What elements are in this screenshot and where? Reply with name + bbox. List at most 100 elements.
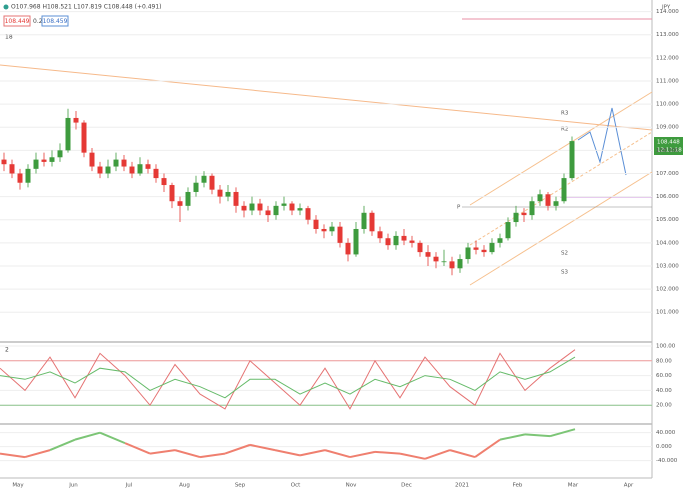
pivot-label: R3 xyxy=(561,111,569,117)
osc-segment xyxy=(249,443,276,452)
candle-body xyxy=(289,203,295,211)
candle-body xyxy=(89,152,95,167)
candle-body xyxy=(185,191,191,206)
osc-segment xyxy=(74,431,101,441)
y-tick-label: 107.000 xyxy=(656,171,679,177)
candle-body xyxy=(9,164,15,174)
candle-body xyxy=(33,159,39,169)
y-tick-label: 112.000 xyxy=(656,55,679,61)
x-tick-label: Dec xyxy=(401,483,412,489)
y-tick-label: 104.000 xyxy=(656,240,679,246)
x-tick-label: May xyxy=(12,483,24,489)
candle-body xyxy=(73,117,79,123)
candle-body xyxy=(457,259,463,269)
osc-segment xyxy=(174,449,201,459)
osc-segment xyxy=(474,438,501,458)
x-tick-label: Nov xyxy=(346,483,357,489)
y-tick-label: 103.000 xyxy=(656,263,679,269)
osc-segment xyxy=(99,431,126,445)
countdown: 12:11:18 xyxy=(657,148,682,154)
study-toggle[interactable]: 2 xyxy=(5,347,9,354)
y-tick-label: 113.000 xyxy=(656,32,679,38)
candle-body xyxy=(353,228,359,255)
candle-body xyxy=(521,212,527,216)
candle-body xyxy=(65,117,71,151)
candle-body xyxy=(193,182,199,192)
y-tick-label: 105.000 xyxy=(656,217,679,223)
candle-body xyxy=(345,242,351,255)
y-tick-label: 110.000 xyxy=(656,102,679,108)
x-tick-label: 2021 xyxy=(455,483,469,489)
candle-body xyxy=(481,249,487,253)
y-tick-label: 101.000 xyxy=(656,310,679,316)
candle-body xyxy=(497,238,503,243)
osc-segment xyxy=(0,452,26,459)
osc-segment xyxy=(524,433,551,438)
candle-body xyxy=(361,212,367,229)
candle-body xyxy=(561,178,567,202)
candle-body xyxy=(297,208,303,211)
y-tick-label: 40.000 xyxy=(656,430,676,436)
candle-body xyxy=(337,226,343,243)
y-tick-label: 100.00 xyxy=(656,344,676,350)
ohlc-header: O107.968 H108.521 L107.819 C108.448 (+0.… xyxy=(11,4,162,11)
spread: 0.2 xyxy=(33,18,43,25)
candle-body xyxy=(273,205,279,216)
osc-segment xyxy=(374,450,401,455)
candle-body xyxy=(257,203,263,211)
channel-line xyxy=(469,131,653,246)
x-tick-label: Oct xyxy=(291,483,301,489)
stoch-line xyxy=(0,356,576,399)
y-tick-label: 106.000 xyxy=(656,194,679,200)
candle-body xyxy=(57,150,63,158)
price-badge xyxy=(654,137,683,155)
candle-body xyxy=(505,222,511,239)
candle-body xyxy=(145,164,151,169)
osc-segment xyxy=(224,443,251,455)
pivot-label: R2 xyxy=(561,127,568,133)
candle-body xyxy=(401,235,407,241)
bid-box[interactable] xyxy=(3,15,31,27)
osc-segment xyxy=(424,449,451,460)
candle-body xyxy=(465,247,471,260)
study-toggle[interactable]: 18 xyxy=(5,34,13,41)
y-tick-label: 102.000 xyxy=(656,287,679,293)
x-tick-label: Sep xyxy=(235,483,246,489)
candle-body xyxy=(153,168,159,179)
y-tick-label: 20.00 xyxy=(656,403,672,409)
symbol-icon xyxy=(3,4,9,10)
ask-box[interactable] xyxy=(41,15,69,27)
pivot-label: S2 xyxy=(561,251,568,257)
osc-segment xyxy=(274,449,301,457)
stoch-line xyxy=(0,349,576,410)
candle-body xyxy=(113,159,119,167)
osc-segment xyxy=(399,452,426,460)
candle-body xyxy=(529,201,535,216)
osc-segment xyxy=(449,449,476,459)
pivot-label: P xyxy=(457,205,461,211)
candle-body xyxy=(41,159,47,162)
y-tick-label: 40.00 xyxy=(656,388,672,394)
candle-body xyxy=(249,203,255,211)
candle-body xyxy=(433,256,439,262)
candle-body xyxy=(473,247,479,250)
osc-segment xyxy=(24,449,51,459)
candle-body xyxy=(569,141,575,179)
candle-body xyxy=(241,205,247,211)
osc-segment xyxy=(499,433,526,441)
candle-body xyxy=(201,175,207,183)
candle-body xyxy=(209,175,215,190)
candle-body xyxy=(105,166,111,174)
candle-body xyxy=(233,191,239,206)
x-tick-label: Aug xyxy=(179,483,190,489)
candle-body xyxy=(17,173,23,183)
candle-body xyxy=(217,189,223,197)
candle-body xyxy=(265,210,271,216)
channel-line xyxy=(469,91,653,206)
y-tick-label: 60.00 xyxy=(656,373,672,379)
candle-body xyxy=(321,228,327,232)
x-tick-label: Jun xyxy=(68,483,78,489)
y-tick-label: 108.000 xyxy=(656,148,679,154)
